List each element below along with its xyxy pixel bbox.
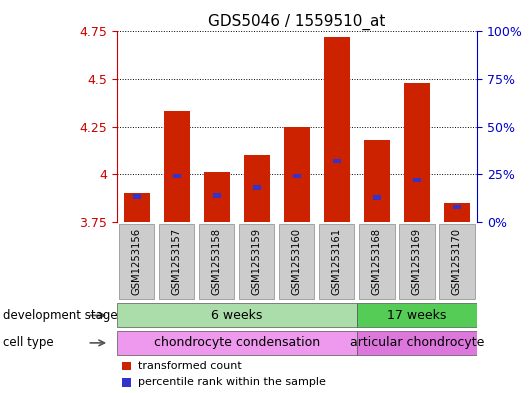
Text: cell type: cell type <box>3 336 54 349</box>
Text: GSM1253168: GSM1253168 <box>372 228 382 295</box>
Title: GDS5046 / 1559510_at: GDS5046 / 1559510_at <box>208 14 385 30</box>
Bar <box>204 173 229 222</box>
Text: chondrocyte condensation: chondrocyte condensation <box>154 336 320 349</box>
Bar <box>244 155 270 222</box>
Bar <box>123 193 149 222</box>
Text: 6 weeks: 6 weeks <box>211 309 262 322</box>
Text: GSM1253156: GSM1253156 <box>131 228 142 295</box>
Bar <box>364 140 390 222</box>
Bar <box>404 83 430 222</box>
Bar <box>132 194 140 198</box>
Bar <box>293 174 301 178</box>
Text: GSM1253157: GSM1253157 <box>172 228 182 295</box>
FancyBboxPatch shape <box>439 224 474 299</box>
Bar <box>213 193 220 198</box>
FancyBboxPatch shape <box>357 303 477 327</box>
Bar <box>453 204 461 209</box>
Bar <box>413 178 421 182</box>
Text: transformed count: transformed count <box>138 361 242 371</box>
Bar <box>284 127 310 222</box>
FancyBboxPatch shape <box>279 224 314 299</box>
FancyBboxPatch shape <box>399 224 435 299</box>
FancyBboxPatch shape <box>319 224 355 299</box>
Text: GSM1253169: GSM1253169 <box>412 228 422 295</box>
Text: articular chondrocyte: articular chondrocyte <box>350 336 484 349</box>
Bar <box>373 195 381 200</box>
Text: GSM1253161: GSM1253161 <box>332 228 342 295</box>
FancyBboxPatch shape <box>199 224 234 299</box>
FancyBboxPatch shape <box>159 224 195 299</box>
Bar <box>164 112 190 222</box>
Text: 17 weeks: 17 weeks <box>387 309 447 322</box>
FancyBboxPatch shape <box>117 331 357 355</box>
Text: percentile rank within the sample: percentile rank within the sample <box>138 377 325 387</box>
Text: development stage: development stage <box>3 309 117 322</box>
FancyBboxPatch shape <box>119 224 154 299</box>
Bar <box>253 185 261 190</box>
Text: GSM1253158: GSM1253158 <box>211 228 222 295</box>
Bar <box>444 203 470 222</box>
Text: GSM1253170: GSM1253170 <box>452 228 462 295</box>
Bar <box>324 37 350 222</box>
Bar <box>173 174 181 178</box>
Bar <box>333 159 341 163</box>
FancyBboxPatch shape <box>117 303 357 327</box>
FancyBboxPatch shape <box>357 331 477 355</box>
Text: GSM1253160: GSM1253160 <box>292 228 302 295</box>
Text: GSM1253159: GSM1253159 <box>252 228 262 295</box>
FancyBboxPatch shape <box>359 224 394 299</box>
FancyBboxPatch shape <box>239 224 275 299</box>
